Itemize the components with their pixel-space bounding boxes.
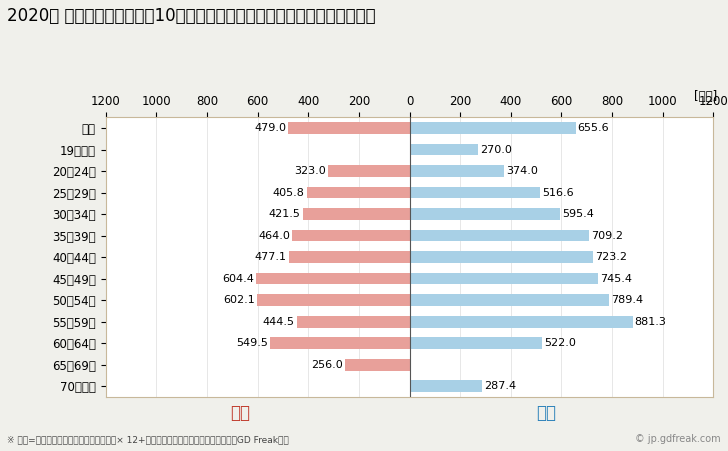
Text: 479.0: 479.0 [254, 123, 286, 133]
Text: 709.2: 709.2 [591, 230, 623, 240]
Bar [409, 208, 561, 220]
Text: 405.8: 405.8 [273, 188, 305, 198]
Bar [289, 251, 409, 263]
Text: 745.4: 745.4 [601, 274, 633, 284]
Text: 421.5: 421.5 [269, 209, 301, 219]
Bar [303, 208, 409, 220]
Bar [344, 359, 409, 371]
Text: 女性: 女性 [230, 404, 250, 422]
Text: 464.0: 464.0 [258, 230, 290, 240]
Text: ※ 年収=「きまって支給する現金給与額」× 12+「年間賞与その他特別給与額」としてGD Freak推計: ※ 年収=「きまって支給する現金給与額」× 12+「年間賞与その他特別給与額」と… [7, 435, 289, 444]
Bar [409, 187, 540, 198]
Bar [409, 251, 593, 263]
Text: 723.2: 723.2 [595, 252, 627, 262]
Text: 549.5: 549.5 [237, 338, 269, 348]
Text: 602.1: 602.1 [223, 295, 255, 305]
Text: 287.4: 287.4 [484, 381, 516, 391]
Bar [409, 380, 482, 392]
Bar [409, 294, 609, 306]
Bar [297, 316, 409, 327]
Text: 男性: 男性 [536, 404, 556, 422]
Bar [270, 337, 409, 349]
Bar [409, 122, 576, 134]
Bar [256, 273, 409, 285]
Text: 604.4: 604.4 [223, 274, 254, 284]
Text: 323.0: 323.0 [294, 166, 325, 176]
Bar [409, 337, 542, 349]
Text: 881.3: 881.3 [635, 317, 667, 327]
Bar [306, 187, 409, 198]
Text: 270.0: 270.0 [480, 144, 512, 155]
Text: 516.6: 516.6 [542, 188, 574, 198]
Bar [409, 316, 633, 327]
Text: 789.4: 789.4 [612, 295, 644, 305]
Text: 256.0: 256.0 [311, 359, 343, 370]
Text: 477.1: 477.1 [255, 252, 287, 262]
Bar [409, 165, 505, 177]
Bar [409, 230, 589, 241]
Bar [257, 294, 409, 306]
Text: 444.5: 444.5 [263, 317, 295, 327]
Text: 655.6: 655.6 [577, 123, 609, 133]
Text: 595.4: 595.4 [562, 209, 594, 219]
Bar [409, 143, 478, 156]
Text: 374.0: 374.0 [506, 166, 538, 176]
Text: [万円]: [万円] [694, 90, 717, 103]
Bar [328, 165, 409, 177]
Text: © jp.gdfreak.com: © jp.gdfreak.com [635, 434, 721, 444]
Bar [288, 122, 409, 134]
Text: 2020年 民間企業（従業者数10人以上）フルタイム労働者の男女別平均年収: 2020年 民間企業（従業者数10人以上）フルタイム労働者の男女別平均年収 [7, 7, 376, 25]
Bar [292, 230, 409, 241]
Bar [409, 273, 598, 285]
Text: 522.0: 522.0 [544, 338, 576, 348]
